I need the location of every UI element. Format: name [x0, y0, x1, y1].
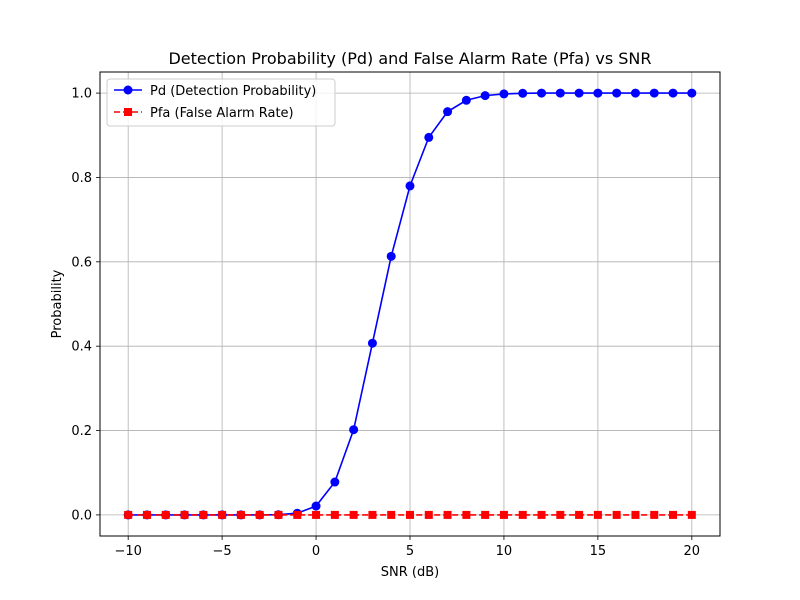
data-point-pfa	[349, 510, 358, 519]
legend-pfa-label: Pfa (False Alarm Rate)	[150, 106, 294, 121]
data-point-pfa	[124, 510, 133, 519]
data-point-pd	[367, 338, 377, 348]
y-tick-label: 1.0	[71, 87, 92, 102]
y-axis-label: Probability	[50, 269, 65, 338]
data-point-pfa	[650, 510, 659, 519]
data-point-pd	[687, 88, 697, 98]
data-point-pd	[612, 88, 622, 98]
data-point-pfa	[593, 510, 602, 519]
data-point-pd	[649, 88, 659, 98]
data-point-pfa	[199, 510, 208, 519]
y-tick-label: 0.8	[71, 171, 92, 186]
data-point-pfa	[537, 510, 546, 519]
legend-box	[106, 78, 336, 127]
chart-title: Detection Probability (Pd) and False Ala…	[168, 49, 651, 68]
data-point-pfa	[612, 510, 621, 519]
series-layer	[123, 88, 697, 520]
legend-pfa-marker	[124, 108, 132, 116]
x-tick-label: 0	[312, 544, 320, 559]
x-axis-label: SNR (dB)	[381, 565, 439, 580]
grid-lines	[100, 72, 720, 536]
data-point-pfa	[218, 510, 227, 519]
y-tick-label: 0.6	[71, 255, 92, 270]
x-tick-label: −5	[213, 544, 232, 559]
legend-pd-label: Pd (Detection Probability)	[150, 84, 316, 99]
data-point-pfa	[312, 510, 321, 519]
legend: Pd (Detection Probability) Pfa (False Al…	[106, 78, 336, 127]
data-point-pfa	[462, 510, 471, 519]
data-point-pfa	[293, 510, 302, 519]
data-point-pfa	[499, 510, 508, 519]
data-point-pfa	[406, 510, 414, 519]
x-tick-label: 10	[496, 544, 513, 559]
data-point-pd	[593, 88, 603, 98]
x-tick-label: 20	[684, 544, 701, 559]
data-point-pfa	[669, 510, 678, 519]
data-point-pfa	[274, 510, 283, 519]
data-point-pfa	[443, 510, 452, 519]
data-point-pd	[330, 477, 340, 487]
axis-ticks: −10 −5 0 5 10 15 20 0.0 0.2 0.4 0.6 0.8 1.0	[71, 87, 700, 559]
y-tick-label: 0.4	[71, 340, 92, 355]
data-point-pfa	[556, 510, 565, 519]
data-point-pd	[480, 91, 490, 101]
data-point-pfa	[424, 510, 433, 519]
data-point-pfa	[575, 510, 584, 519]
x-tick-label: 5	[406, 544, 414, 559]
y-tick-label: 0.0	[71, 508, 92, 523]
data-point-pfa	[236, 510, 245, 519]
data-point-pfa	[161, 510, 170, 519]
data-point-pd	[461, 95, 471, 105]
data-point-pd	[443, 107, 453, 117]
data-point-pd	[311, 501, 321, 511]
data-point-pd	[555, 88, 565, 98]
data-point-pd	[518, 88, 528, 98]
data-point-pd	[574, 88, 584, 98]
data-point-pd	[668, 88, 678, 98]
x-tick-label: −10	[114, 544, 141, 559]
data-point-pfa	[142, 510, 151, 519]
data-point-pfa	[518, 510, 527, 519]
x-tick-label: 15	[590, 544, 607, 559]
data-point-pd	[630, 88, 640, 98]
data-point-pfa	[255, 510, 264, 519]
data-point-pfa	[631, 510, 640, 519]
legend-pd-marker	[123, 85, 133, 95]
data-point-pfa	[687, 510, 696, 519]
data-point-pd	[499, 89, 509, 99]
data-point-pd	[349, 425, 359, 435]
data-point-pfa	[368, 510, 377, 519]
data-point-pd	[386, 251, 396, 261]
y-tick-label: 0.2	[71, 424, 92, 439]
data-point-pd	[424, 132, 434, 142]
data-point-pfa	[387, 510, 396, 519]
data-point-pd	[537, 88, 547, 98]
data-point-pd	[405, 181, 415, 191]
data-point-pfa	[481, 510, 490, 519]
data-point-pfa	[180, 510, 189, 519]
data-point-pfa	[330, 510, 339, 519]
